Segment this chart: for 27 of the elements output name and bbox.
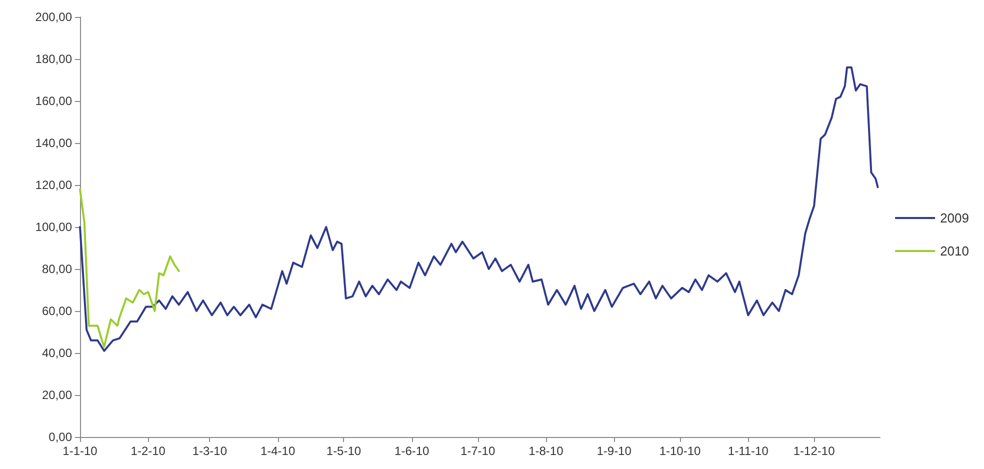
y-tick-label: 80,00 xyxy=(42,262,72,276)
y-tick-label: 60,00 xyxy=(42,304,72,318)
x-tick-label: 1-11-10 xyxy=(728,444,769,458)
x-tick-label: 1-7-10 xyxy=(460,444,496,458)
y-tick-label: 200,00 xyxy=(35,10,72,24)
legend-label: 2010 xyxy=(940,244,969,258)
y-tick-label: 140,00 xyxy=(35,136,72,150)
y-tick-label: 0,00 xyxy=(48,430,72,444)
x-tick-label: 1-6-10 xyxy=(394,444,430,458)
x-tick-label: 1-5-10 xyxy=(326,444,362,458)
x-tick-label: 1-4-10 xyxy=(260,444,296,458)
x-tick-label: 1-9-10 xyxy=(596,444,632,458)
y-tick-label: 40,00 xyxy=(42,346,72,360)
y-tick-label: 120,00 xyxy=(35,178,72,192)
y-tick-label: 20,00 xyxy=(42,388,72,402)
x-tick-label: 1-12-10 xyxy=(793,444,836,458)
y-tick-label: 180,00 xyxy=(35,52,72,66)
y-tick-label: 100,00 xyxy=(35,220,72,234)
x-tick-label: 1-2-10 xyxy=(130,444,166,458)
line-series xyxy=(79,66,879,352)
line-series xyxy=(79,188,180,348)
x-tick-label: 1-3-10 xyxy=(192,444,228,458)
x-tick-label: 1-10-10 xyxy=(659,444,701,458)
x-tick-label: 1-1-10 xyxy=(62,444,98,458)
x-tick-label: 1-8-10 xyxy=(528,444,564,458)
y-tick-label: 160,00 xyxy=(35,94,72,108)
legend-label: 2009 xyxy=(940,210,969,226)
